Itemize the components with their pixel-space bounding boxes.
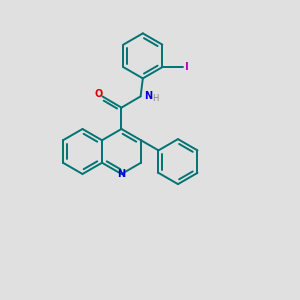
Text: O: O xyxy=(94,89,103,99)
Text: N: N xyxy=(144,92,152,101)
Text: H: H xyxy=(152,94,158,103)
Text: I: I xyxy=(185,62,189,72)
Text: N: N xyxy=(117,169,125,179)
